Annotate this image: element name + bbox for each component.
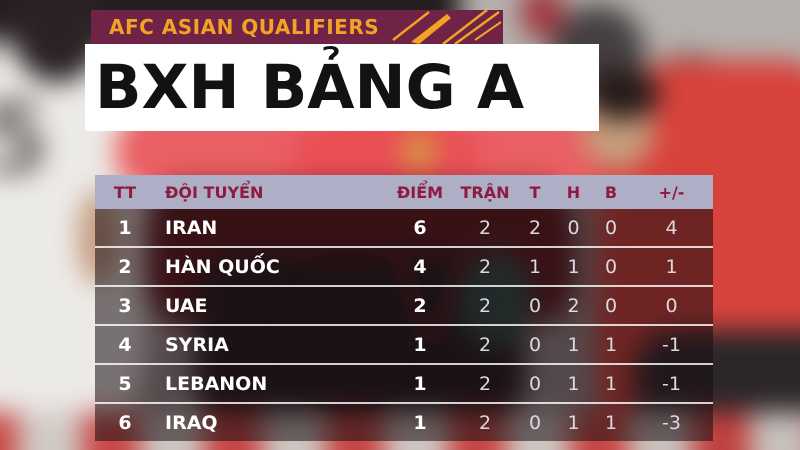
team-name-cell: HÀN QUỐC: [165, 255, 280, 278]
goal-diff-cell: -3: [662, 411, 681, 434]
rank-cell: 4: [118, 333, 132, 356]
rank-cell: 6: [118, 411, 132, 434]
goal-diff-cell: 4: [665, 216, 678, 239]
table-row: 2 HÀN QUỐC 4 2 1 1 0 1: [95, 246, 713, 285]
losses-cell: 1: [604, 372, 618, 395]
losses-cell: 1: [604, 333, 618, 356]
played-cell: 2: [478, 333, 492, 356]
table-header-row: TT ĐỘI TUYỂN ĐIỂM TRẬN T H B +/-: [95, 175, 713, 209]
table-row: 4 SYRIA 1 2 0 1 1 -1: [95, 324, 713, 363]
wins-cell: 2: [528, 216, 542, 239]
headline-bar: BXH BẢNG A: [85, 44, 599, 131]
losses-cell: 0: [604, 216, 618, 239]
draws-cell: 2: [567, 294, 580, 317]
competition-title: AFC ASIAN QUALIFIERS: [109, 15, 380, 39]
points-cell: 6: [413, 216, 427, 239]
losses-cell: 0: [604, 294, 618, 317]
banner-decoration-lines: [392, 10, 502, 44]
table-row: 5 LEBANON 1 2 0 1 1 -1: [95, 363, 713, 402]
played-cell: 2: [478, 216, 492, 239]
points-cell: 1: [413, 372, 427, 395]
table-body: 1 IRAN 6 2 2 0 0 4 2 HÀN QUỐC 4 2 1 1 0 …: [95, 209, 713, 441]
points-cell: 2: [413, 294, 427, 317]
rank-cell: 2: [118, 255, 132, 278]
competition-banner: AFC ASIAN QUALIFIERS: [91, 10, 503, 44]
wins-cell: 0: [528, 411, 542, 434]
draws-cell: 1: [567, 333, 580, 356]
goal-diff-cell: 0: [665, 294, 678, 317]
team-name-cell: IRAQ: [165, 411, 218, 434]
col-header-wins: T: [529, 182, 541, 202]
col-header-goal-diff: +/-: [658, 182, 685, 202]
played-cell: 2: [478, 255, 492, 278]
losses-cell: 1: [604, 411, 618, 434]
col-header-losses: B: [604, 182, 618, 202]
jersey-number: 5: [0, 80, 50, 197]
goal-diff-cell: -1: [662, 372, 681, 395]
col-header-team: ĐỘI TUYỂN: [165, 182, 264, 202]
losses-cell: 0: [604, 255, 618, 278]
standings-table: TT ĐỘI TUYỂN ĐIỂM TRẬN T H B +/- 1 IRAN …: [95, 175, 713, 441]
headline-title: BXH BẢNG A: [95, 52, 525, 123]
table-row: 6 IRAQ 1 2 0 1 1 -3: [95, 402, 713, 441]
rank-cell: 5: [118, 372, 132, 395]
played-cell: 2: [478, 294, 492, 317]
rank-cell: 1: [118, 216, 132, 239]
draws-cell: 1: [567, 411, 580, 434]
table-row: 1 IRAN 6 2 2 0 0 4: [95, 209, 713, 246]
gold-spot: [403, 135, 435, 167]
points-cell: 1: [413, 411, 427, 434]
team-name-cell: LEBANON: [165, 372, 268, 395]
played-cell: 2: [478, 372, 492, 395]
wins-cell: 0: [528, 333, 542, 356]
col-header-points: ĐIỂM: [396, 182, 444, 202]
points-cell: 1: [413, 333, 427, 356]
draws-cell: 1: [567, 372, 580, 395]
col-header-draws: H: [566, 182, 581, 202]
draws-cell: 0: [567, 216, 580, 239]
draws-cell: 1: [567, 255, 580, 278]
goal-diff-cell: -1: [662, 333, 681, 356]
points-cell: 4: [413, 255, 427, 278]
col-header-rank: TT: [113, 182, 137, 202]
team-name-cell: SYRIA: [165, 333, 229, 356]
table-row: 3 UAE 2 2 0 2 0 0: [95, 285, 713, 324]
wins-cell: 1: [528, 255, 542, 278]
team-name-cell: IRAN: [165, 216, 218, 239]
goal-diff-cell: 1: [665, 255, 678, 278]
col-header-played: TRẬN: [460, 182, 510, 202]
team-name-cell: UAE: [165, 294, 208, 317]
wins-cell: 0: [528, 294, 542, 317]
played-cell: 2: [478, 411, 492, 434]
rank-cell: 3: [118, 294, 132, 317]
wins-cell: 0: [528, 372, 542, 395]
